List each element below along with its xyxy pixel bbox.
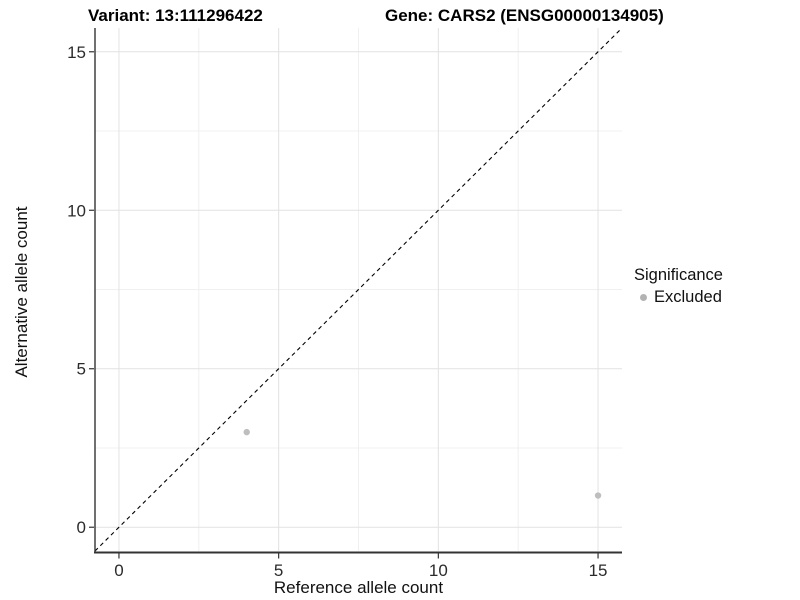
y-tick-label: 10 — [67, 201, 86, 220]
y-tick-label: 5 — [77, 360, 86, 379]
x-axis-label: Reference allele count — [273, 578, 444, 597]
identity-line — [94, 27, 623, 552]
x-tick-label: 0 — [114, 561, 123, 580]
y-tick-label: 0 — [77, 518, 86, 537]
legend: Significance Excluded — [634, 266, 723, 307]
data-point — [594, 492, 602, 499]
legend-item-label: Excluded — [654, 288, 722, 306]
y-tick-label: 15 — [67, 43, 86, 62]
legend-title: Significance — [634, 266, 723, 284]
x-tick-label: 10 — [429, 561, 448, 580]
y-axis-label: Alternative allele count — [12, 206, 31, 378]
plot-title-gene: Gene: CARS2 (ENSG00000134905) — [385, 6, 664, 25]
data-point — [243, 428, 250, 436]
plot-title-variant: Variant: 13:111296422 — [88, 6, 263, 25]
legend-item-excluded: Excluded — [634, 288, 723, 307]
legend-key-dot-icon — [640, 294, 647, 301]
x-tick-label: 5 — [274, 561, 283, 580]
x-tick-label: 15 — [589, 561, 608, 580]
